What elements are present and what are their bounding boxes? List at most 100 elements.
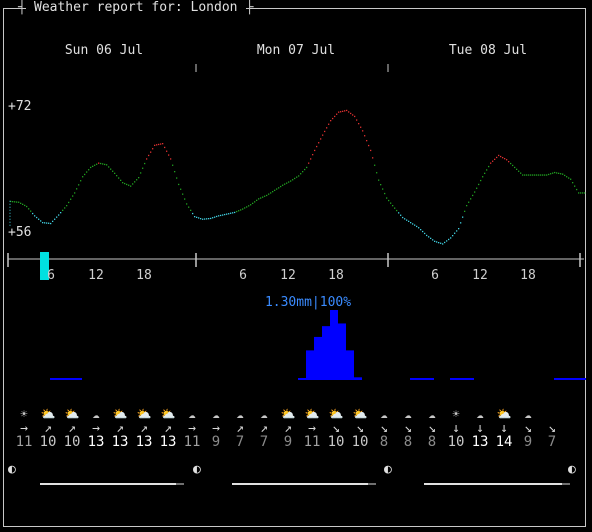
temp-point	[452, 235, 454, 237]
temp-point	[388, 199, 390, 202]
temp-point	[260, 197, 262, 199]
temp-point	[42, 222, 44, 224]
temp-point	[52, 220, 54, 222]
temp-point	[68, 201, 70, 204]
temp-point	[398, 212, 400, 214]
temp-point	[358, 123, 360, 125]
temp-point	[496, 156, 498, 159]
temp-point	[300, 173, 302, 175]
wind-speed: 13	[111, 434, 129, 450]
precip-bar	[330, 310, 338, 380]
temp-point	[254, 201, 256, 203]
temp-point	[16, 201, 18, 203]
temp-point	[218, 215, 220, 217]
temp-point	[554, 171, 556, 174]
temp-point	[566, 176, 568, 178]
wind-direction-arrow: ↘	[404, 421, 412, 436]
temp-point	[412, 223, 414, 225]
temp-point	[30, 210, 32, 212]
temp-point	[10, 200, 12, 203]
precip-bar	[354, 377, 362, 380]
temp-point	[466, 205, 468, 207]
temp-point	[338, 111, 340, 113]
temp-point	[244, 207, 246, 209]
temp-point	[136, 179, 138, 181]
temp-point	[424, 232, 426, 235]
temp-point	[296, 176, 298, 178]
temp-point	[414, 224, 416, 226]
temp-point	[512, 164, 514, 167]
temp-point	[234, 211, 236, 214]
wind-speed: 10	[327, 434, 345, 450]
temp-point	[64, 207, 66, 209]
precip-bar	[450, 378, 458, 380]
temp-point	[394, 207, 396, 209]
temp-point	[508, 161, 510, 163]
temp-point	[270, 192, 272, 194]
wind-speed: 14	[495, 434, 513, 450]
temp-point	[386, 197, 388, 199]
day-label-2: Mon 07 Jul	[256, 43, 336, 58]
temp-point	[562, 173, 564, 175]
hour-tick-label: 12	[88, 268, 104, 283]
temp-point	[262, 196, 264, 198]
wind-direction-arrow: ↘	[332, 421, 340, 436]
temp-point	[558, 172, 560, 174]
temp-point	[500, 155, 502, 158]
wind-speed: 13	[135, 434, 153, 450]
weather-condition-icon: ⛅	[280, 407, 296, 421]
temp-point	[336, 113, 338, 115]
temp-point	[456, 230, 458, 232]
temp-point	[312, 154, 314, 156]
wind-direction-arrow: ↓	[452, 421, 460, 436]
precip-bar	[346, 350, 354, 380]
temp-point	[112, 170, 114, 172]
temp-point	[274, 189, 276, 191]
wind-direction-arrow: →	[20, 421, 28, 436]
wind-direction-arrow: ↗	[164, 421, 172, 436]
temp-point	[498, 154, 500, 157]
temp-point	[122, 182, 124, 184]
temp-point	[316, 145, 318, 148]
precip-bar	[410, 378, 418, 380]
temp-point	[192, 212, 194, 215]
hour-tick-label: 18	[136, 268, 152, 283]
temp-point	[428, 236, 430, 238]
temp-point	[560, 173, 562, 175]
temp-point	[578, 192, 580, 194]
temp-point	[176, 177, 178, 179]
temp-point	[116, 175, 118, 177]
temp-point	[180, 188, 182, 190]
temp-point	[120, 179, 122, 181]
moon-phase-icon: ◐	[384, 462, 392, 477]
temp-point	[190, 209, 192, 211]
temp-point	[98, 162, 100, 164]
weather-condition-icon: ☁	[260, 407, 268, 421]
wind-direction-arrow: ↗	[116, 421, 124, 436]
wind-direction-arrow: ↗	[284, 421, 292, 436]
report-title: Weather report for: London	[18, 0, 253, 16]
temp-point	[162, 143, 164, 145]
wind-speed: 10	[39, 434, 57, 450]
temp-point	[72, 195, 74, 197]
temp-point	[250, 204, 252, 206]
weather-condition-icon: ☁	[524, 407, 532, 421]
temp-point	[584, 192, 586, 194]
temp-point	[416, 225, 418, 228]
temp-point	[138, 177, 140, 179]
temp-point	[478, 183, 480, 186]
temp-point	[328, 123, 330, 125]
temp-point	[294, 177, 296, 180]
wind-direction-arrow: →	[308, 421, 316, 436]
temp-point	[154, 144, 156, 146]
temp-point	[104, 163, 106, 166]
temp-point	[370, 149, 372, 152]
temp-point	[198, 217, 200, 219]
temp-point	[46, 222, 48, 224]
temp-point	[216, 215, 218, 218]
temp-point	[442, 243, 444, 245]
temp-point	[564, 174, 566, 177]
temp-point	[334, 115, 336, 118]
temp-point	[342, 110, 344, 112]
temp-point	[240, 209, 242, 211]
